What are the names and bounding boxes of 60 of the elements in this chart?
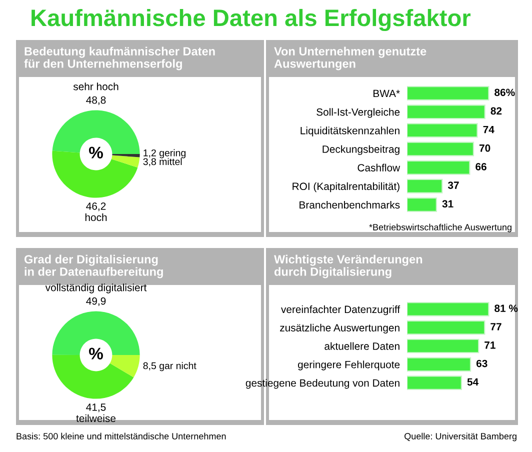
bar [407,302,490,316]
slice-label: 1,2 gering [144,149,186,158]
y-tick-label: geringere Fehlerquote [298,360,400,370]
data-label: 82 [490,107,502,115]
y-tick-label: Branchenbenchmarks [300,200,400,209]
data-label: 48,8 [86,96,106,105]
slice-label: sehr hoch [73,82,118,90]
text: *Betriebswirtschaftliche Auswertung [369,224,512,232]
text: Basis: 500 kleine und mittelständische Unternehmen [16,432,226,440]
donut-slice [111,155,140,168]
chart-title: Wichtigste Veränderungen durch Digitalisierung [274,254,422,278]
y-tick-label: aktuellere Daten [324,342,400,350]
data-label: 70 [479,144,490,152]
data-label: 74 [483,126,494,134]
data-label: 71 [484,342,496,349]
data-label: 49,9 [86,297,106,306]
bar [407,160,470,175]
chart-title: Grad der Digitalisierung in der Datenaufbereitung [24,254,163,278]
y-tick-label: gestiegene Bedeutung von Daten [246,379,400,389]
bar [407,178,443,194]
slice-label: 3,8 mittel [143,158,182,166]
data-label: 37 [448,182,459,189]
data-label: 63 [476,360,488,368]
bar [407,320,486,335]
donut-slice [110,355,140,378]
y-tick-label: Liquiditätskennzahlen [300,126,400,136]
slice-label: vollständig digitalisiert [45,284,147,294]
y-tick-label: ROI (Kapitalrentabilität) [292,182,400,192]
text: Kaufmännische Daten als Erfolgsfaktor [32,8,470,32]
data-label: 46,2 [86,202,106,212]
bar [407,142,474,156]
bar [407,376,462,390]
y-tick-label: vereinfachter Datenzugriff [281,305,400,316]
text: % [89,348,103,360]
y-tick-label: Soll-Ist-Vergleiche [316,108,400,118]
chart-title: Von Unternehmen genutzte Auswertungen [274,46,426,70]
y-tick-label: Cashflow [358,164,400,172]
slice-label: 8,5 gar nicht [143,362,196,372]
text: % [89,146,103,158]
bar [407,197,437,212]
source-note: Quelle: Universität Bamberg [404,432,516,442]
bar [407,338,480,354]
data-label: 81 % [494,304,518,312]
data-label: 86% [494,88,515,96]
bar [407,357,472,372]
bar [407,123,478,138]
data-label: 77 [490,323,502,330]
data-label: 31 [442,200,454,208]
data-label: 41,5 [86,404,106,412]
y-tick-label: BWA* [374,90,400,98]
bar [407,104,486,120]
y-tick-label: Deckungsbeitrag [322,145,400,155]
donut-slice [112,154,140,158]
y-tick-label: zusätzliche Auswertungen [280,324,400,334]
chart-title: Bedeutung kaufmännischer Daten für den Unternehmenserfolg [24,46,215,70]
slice-label: teilweise [76,414,116,422]
slice-label: hoch [85,213,107,222]
data-label: 54 [467,378,479,386]
bar [407,86,490,101]
data-label: 66 [476,162,486,170]
